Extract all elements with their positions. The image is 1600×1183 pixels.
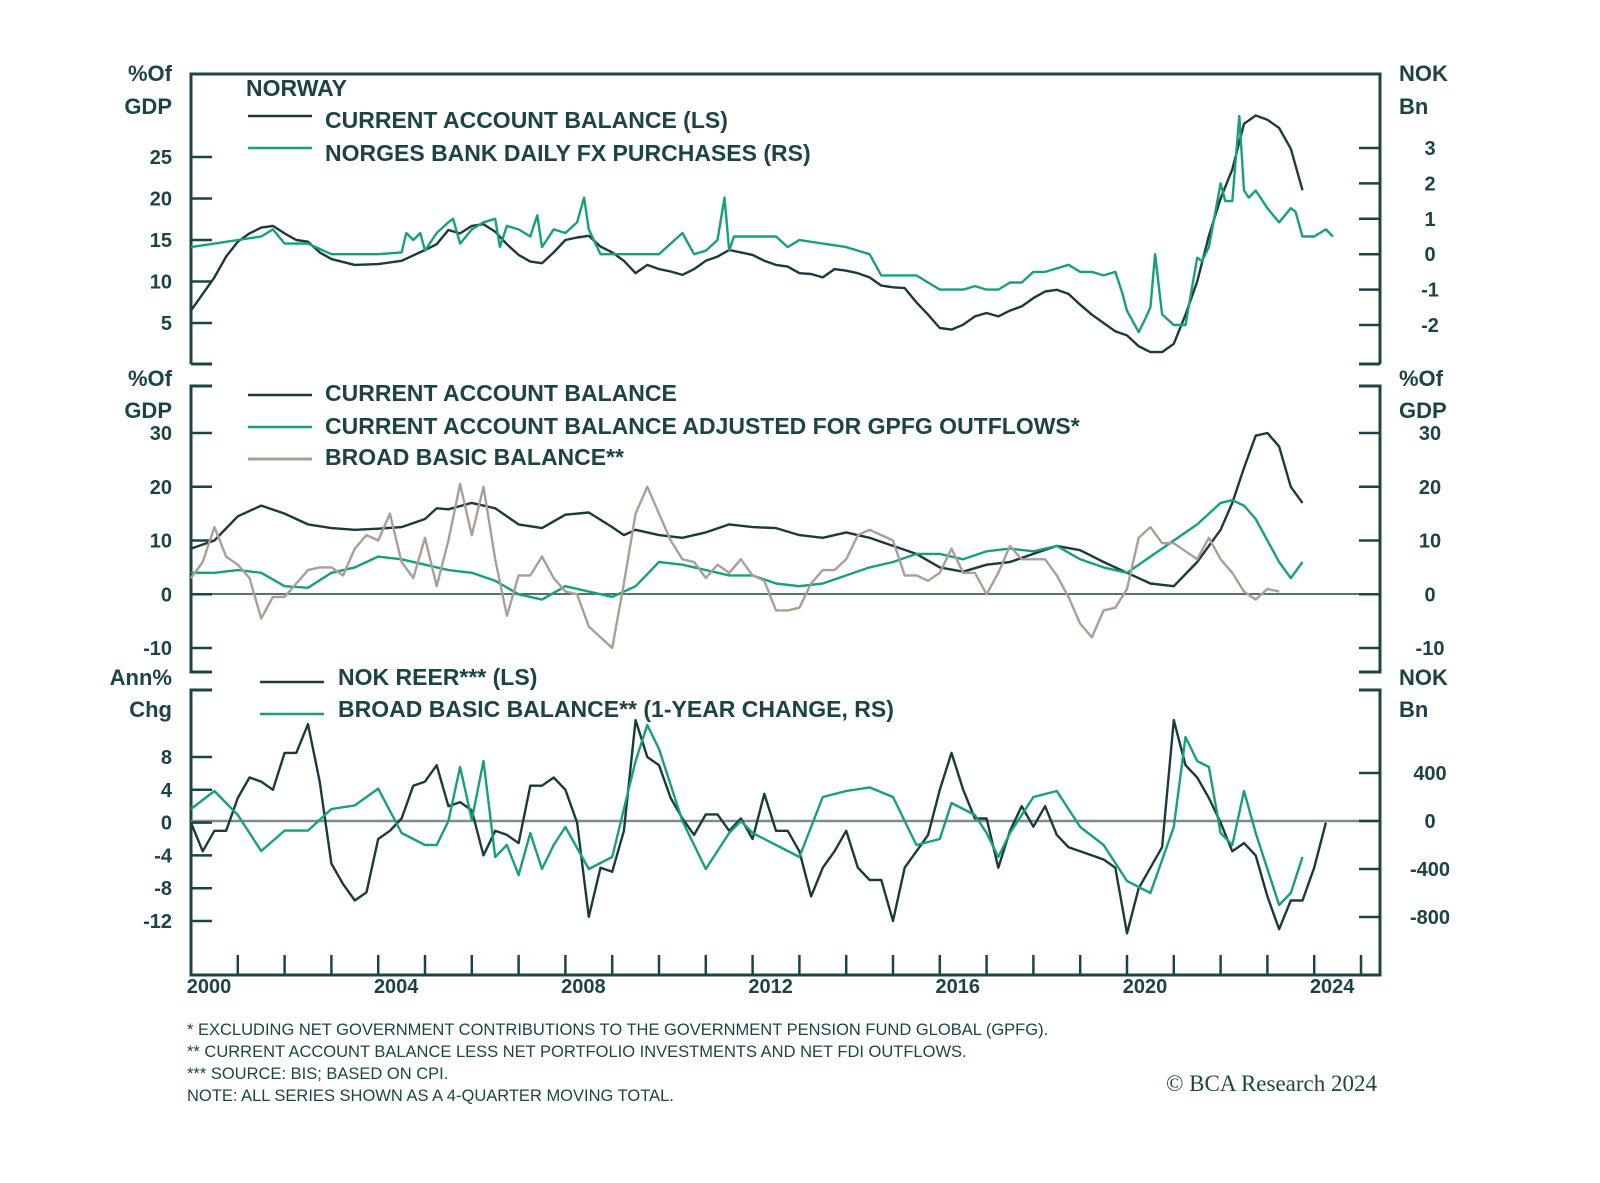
top-legend: NORWAY CURRENT ACCOUNT BALANCE (LS) NORG… xyxy=(246,75,811,166)
bottom-right-tick-label: -400 xyxy=(1410,859,1450,881)
panel-frames xyxy=(189,72,1382,977)
top-right-unit-2: Bn xyxy=(1399,94,1428,119)
x-axis-label: 2016 xyxy=(936,976,981,998)
bottom-series-nok-reer-ls xyxy=(189,718,1328,935)
legend-fx-purchases: NORGES BANK DAILY FX PURCHASES (RS) xyxy=(325,140,811,166)
bottom-right-tick-label: 400 xyxy=(1413,763,1446,785)
middle-left-tick-label: 0 xyxy=(161,584,172,606)
x-axis-label: 2008 xyxy=(561,976,606,998)
series-lines xyxy=(189,114,1334,935)
axis-ticks: 510152025-2-10123-100102030-100102030-12… xyxy=(143,138,1450,975)
top-left-tick-label: 15 xyxy=(150,230,172,252)
top-left-unit-1: %Of xyxy=(128,61,173,86)
top-right-tick-label: -2 xyxy=(1421,315,1439,337)
footnote-1: * EXCLUDING NET GOVERNMENT CONTRIBUTIONS… xyxy=(187,1021,1048,1039)
legend-current-account: CURRENT ACCOUNT BALANCE xyxy=(325,380,677,406)
top-left-tick-label: 25 xyxy=(150,147,172,169)
footnotes: * EXCLUDING NET GOVERNMENT CONTRIBUTIONS… xyxy=(187,1021,1048,1105)
middle-series-broad-basic-balance xyxy=(190,482,1280,650)
middle-right-tick-label: -10 xyxy=(1416,638,1445,660)
top-left-tick-label: 10 xyxy=(150,272,172,294)
legend-nok-reer: NOK REER*** (LS) xyxy=(338,664,537,690)
bottom-right-unit-1: NOK xyxy=(1399,665,1448,690)
x-axis-label: 2024 xyxy=(1310,976,1355,998)
bottom-legend: NOK REER*** (LS) BROAD BASIC BALANCE** (… xyxy=(260,664,894,722)
top-series-norges-bank-daily-fx-purchases-rs xyxy=(190,114,1334,334)
bottom-left-tick-label: -8 xyxy=(154,878,172,900)
top-series-current-account-balance-ls xyxy=(190,114,1304,354)
bottom-right-tick-label: -800 xyxy=(1410,907,1450,929)
middle-right-tick-label: 0 xyxy=(1424,584,1435,606)
top-left-tick-label: 5 xyxy=(161,313,172,335)
bottom-right-tick-label: 0 xyxy=(1424,811,1435,833)
middle-legend: CURRENT ACCOUNT BALANCE CURRENT ACCOUNT … xyxy=(248,380,1080,470)
middle-left-unit-1: %Of xyxy=(128,366,173,391)
middle-right-unit-1: %Of xyxy=(1399,366,1444,391)
bottom-left-tick-label: -4 xyxy=(154,845,173,867)
bottom-left-tick-label: 4 xyxy=(161,780,173,802)
bottom-left-unit-2: Chg xyxy=(129,697,172,722)
bottom-left-tick-label: -12 xyxy=(143,911,172,933)
top-left-tick-label: 20 xyxy=(150,189,172,211)
middle-left-tick-label: 10 xyxy=(150,531,172,553)
middle-panel-frame xyxy=(189,384,1382,674)
bottom-right-unit-2: Bn xyxy=(1399,697,1428,722)
top-right-unit-1: NOK xyxy=(1399,61,1448,86)
middle-series-current-account-balance-adjusted-for-gpfg-outflows xyxy=(191,499,1304,601)
top-right-tick-label: 2 xyxy=(1424,173,1435,195)
footnote-3: *** SOURCE: BIS; BASED ON CPI. xyxy=(187,1065,448,1083)
top-right-tick-label: 3 xyxy=(1424,138,1435,160)
copyright: © BCA Research 2024 xyxy=(1166,1071,1378,1096)
top-left-unit-2: GDP xyxy=(124,94,172,119)
x-axis-label: 2012 xyxy=(748,976,793,998)
x-axis-labels: 2000 2004 2008 2012 2016 2020 2024 xyxy=(187,976,1356,998)
middle-right-tick-label: 10 xyxy=(1419,531,1441,553)
middle-right-tick-label: 20 xyxy=(1419,477,1441,499)
bottom-series-broad-basic-balance-1-year-change-rs xyxy=(190,723,1304,907)
top-right-tick-label: 0 xyxy=(1424,244,1435,266)
top-panel-title: NORWAY xyxy=(246,75,347,101)
middle-right-tick-label: 30 xyxy=(1419,423,1441,445)
middle-left-tick-label: 20 xyxy=(150,477,172,499)
x-axis-label: 2000 xyxy=(187,976,232,998)
bottom-panel-frame xyxy=(189,688,1382,977)
middle-left-tick-label: 30 xyxy=(150,423,172,445)
middle-left-unit-2: GDP xyxy=(124,398,172,423)
top-right-tick-label: -1 xyxy=(1421,280,1439,302)
bottom-left-unit-1: Ann% xyxy=(110,665,172,690)
legend-bbb-change: BROAD BASIC BALANCE** (1-YEAR CHANGE, RS… xyxy=(338,696,894,722)
middle-series-current-account-balance xyxy=(190,431,1304,588)
top-right-tick-label: 1 xyxy=(1424,209,1435,231)
bottom-left-tick-label: 8 xyxy=(161,747,172,769)
legend-broad-basic-balance: BROAD BASIC BALANCE** xyxy=(325,444,624,470)
bottom-left-tick-label: 0 xyxy=(161,813,172,835)
middle-left-tick-label: -10 xyxy=(143,638,172,660)
footnote-2: ** CURRENT ACCOUNT BALANCE LESS NET PORT… xyxy=(187,1043,967,1061)
x-axis-label: 2020 xyxy=(1123,976,1168,998)
footnote-note: NOTE: ALL SERIES SHOWN AS A 4-QUARTER MO… xyxy=(187,1087,674,1105)
legend-ca-adjusted: CURRENT ACCOUNT BALANCE ADJUSTED FOR GPF… xyxy=(325,413,1080,439)
middle-right-unit-2: GDP xyxy=(1399,398,1447,423)
x-axis-label: 2004 xyxy=(374,976,419,998)
legend-current-account-ls: CURRENT ACCOUNT BALANCE (LS) xyxy=(325,107,728,133)
